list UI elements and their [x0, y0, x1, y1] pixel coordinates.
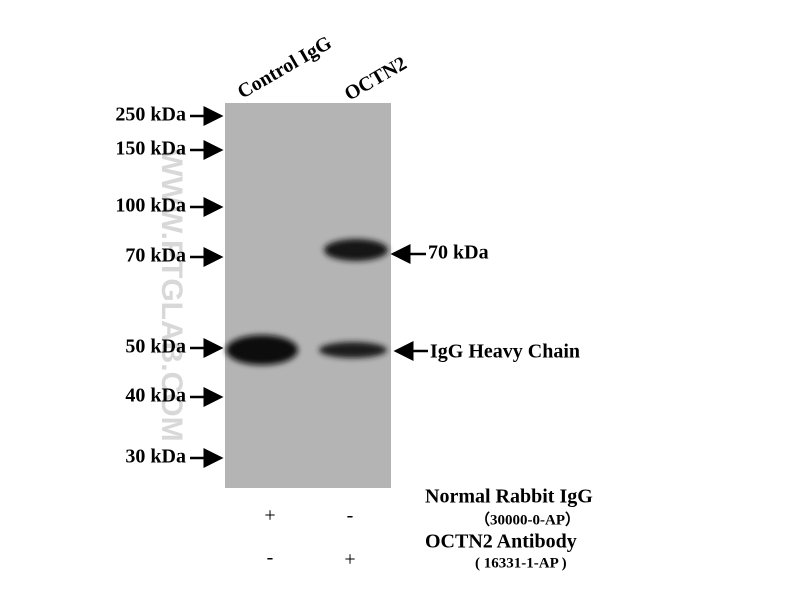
sign: - — [267, 547, 274, 569]
marker-label: 70 kDa — [125, 245, 186, 267]
condition-name: Normal Rabbit IgG — [425, 486, 593, 508]
sign: + — [264, 505, 275, 527]
lane-label: Control IgG — [234, 32, 336, 104]
condition-catalog: ( 16331-1-AP ) — [475, 555, 567, 571]
blot — [225, 103, 391, 488]
marker-label: 40 kDa — [125, 385, 186, 407]
band — [226, 335, 298, 365]
marker-label: 50 kDa — [125, 336, 186, 358]
condition-name: OCTN2 Antibody — [425, 531, 577, 553]
marker-label: 100 kDa — [115, 195, 186, 217]
sign: - — [347, 505, 354, 527]
marker-label: 250 kDa — [115, 104, 186, 126]
band — [319, 342, 387, 358]
band-label: 70 kDa — [428, 242, 489, 264]
condition-catalog: （30000-0-AP） — [475, 510, 580, 528]
band — [324, 239, 388, 261]
marker-label: 30 kDa — [125, 446, 186, 468]
sign: + — [344, 549, 355, 571]
marker-label: 150 kDa — [115, 138, 186, 160]
lane-label: OCTN2 — [341, 52, 411, 105]
watermark: WWW.PTGLAB.COM — [155, 148, 188, 441]
band-label: IgG Heavy Chain — [430, 341, 580, 363]
